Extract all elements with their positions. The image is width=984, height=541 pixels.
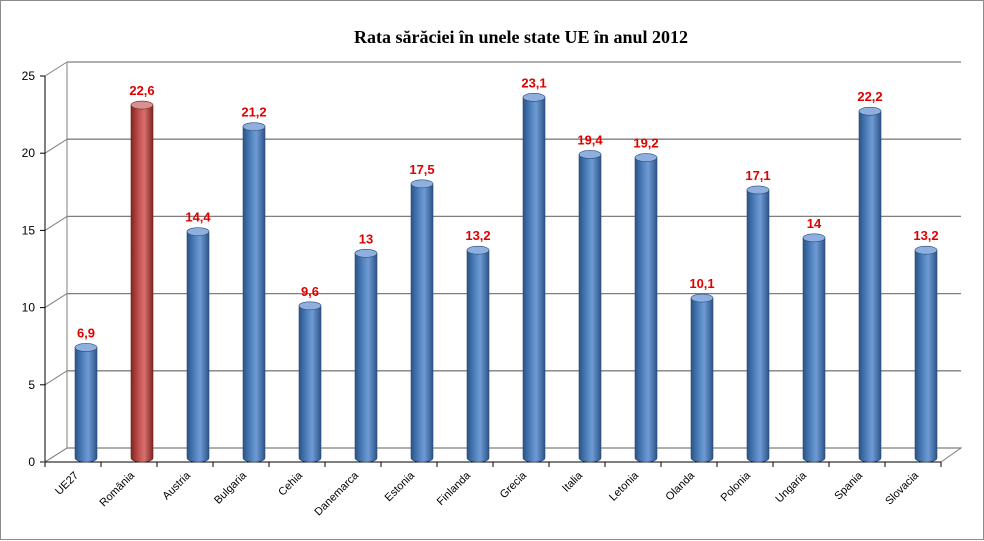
bar-body bbox=[914, 249, 938, 463]
bar-top bbox=[74, 343, 98, 352]
bar-body bbox=[242, 126, 266, 463]
bar-body bbox=[858, 110, 882, 463]
bar-top bbox=[690, 293, 714, 303]
gridline-side bbox=[44, 293, 68, 309]
data-label: 22,2 bbox=[857, 89, 882, 104]
bar bbox=[74, 343, 98, 463]
category-label: Bulgaria bbox=[212, 469, 250, 507]
category-label: Letonia bbox=[607, 469, 642, 504]
category-label: Austria bbox=[160, 469, 193, 502]
gridline-side bbox=[44, 138, 68, 154]
bar-body bbox=[130, 104, 154, 463]
category-label: România bbox=[98, 469, 138, 509]
bar-top bbox=[298, 301, 322, 311]
category-label: Olanda bbox=[664, 469, 698, 503]
gridline-side bbox=[44, 61, 68, 77]
y-tick-label: 10 bbox=[22, 301, 36, 315]
data-label: 13,2 bbox=[465, 228, 490, 243]
bar-body bbox=[466, 249, 490, 463]
bar-top bbox=[242, 122, 266, 131]
y-tick-label: 25 bbox=[22, 69, 36, 83]
data-label: 23,1 bbox=[521, 75, 546, 90]
bar-body bbox=[802, 237, 826, 463]
data-label: 10,1 bbox=[689, 276, 714, 291]
category-label: Grecia bbox=[498, 469, 530, 501]
data-label: 17,5 bbox=[409, 162, 434, 177]
data-label: 6,9 bbox=[77, 325, 95, 340]
bar bbox=[466, 245, 490, 463]
category-label: Cehia bbox=[276, 469, 305, 498]
bar-top bbox=[522, 93, 546, 102]
bar bbox=[298, 301, 322, 463]
bar bbox=[802, 233, 826, 463]
category-label: UE27 bbox=[53, 470, 81, 498]
bar-body bbox=[186, 231, 210, 463]
bar-top bbox=[410, 179, 434, 189]
bar-body bbox=[410, 183, 434, 463]
bar-body bbox=[298, 305, 322, 463]
category-label: Danemarca bbox=[312, 469, 361, 518]
category-label: Finlanda bbox=[435, 469, 474, 508]
bar bbox=[746, 185, 770, 463]
bar-top bbox=[466, 245, 490, 255]
bar-body bbox=[522, 97, 546, 463]
bar-body bbox=[578, 154, 602, 463]
bar bbox=[522, 93, 546, 463]
chart-title: Rata sărăciei în unele state UE în anul … bbox=[353, 27, 688, 47]
bar-top bbox=[186, 227, 210, 236]
y-tick-label: 20 bbox=[22, 146, 36, 160]
bar-top bbox=[858, 106, 882, 116]
gridline-side bbox=[44, 215, 68, 231]
bar-top bbox=[130, 100, 154, 110]
bar-top bbox=[746, 185, 770, 195]
category-label: Slovacia bbox=[883, 469, 922, 508]
bar bbox=[914, 245, 938, 463]
bar bbox=[410, 179, 434, 463]
category-label: Ungaria bbox=[773, 469, 809, 505]
bar-top bbox=[354, 248, 378, 258]
bar bbox=[242, 122, 266, 463]
bar-top bbox=[802, 233, 826, 243]
y-tick-label: 0 bbox=[28, 455, 35, 469]
data-label: 13,2 bbox=[913, 228, 938, 243]
bar-layer bbox=[74, 93, 938, 463]
bar bbox=[634, 153, 658, 463]
gridline-side bbox=[44, 370, 68, 386]
category-label: Polonia bbox=[719, 469, 754, 504]
bar-top bbox=[634, 153, 658, 162]
bar bbox=[186, 227, 210, 463]
data-label: 9,6 bbox=[301, 284, 319, 299]
bar-body bbox=[354, 252, 378, 463]
y-tick-label: 5 bbox=[28, 378, 35, 392]
data-label: 19,2 bbox=[633, 136, 658, 151]
bar-top bbox=[914, 245, 938, 255]
bar bbox=[354, 248, 378, 463]
bar-body bbox=[746, 189, 770, 463]
y-tick-label: 15 bbox=[22, 223, 36, 237]
bar-body bbox=[74, 347, 98, 463]
data-label: 14 bbox=[807, 216, 822, 231]
data-label: 17,1 bbox=[745, 168, 770, 183]
bar-top bbox=[578, 150, 602, 159]
bar bbox=[130, 100, 154, 463]
data-label: 21,2 bbox=[241, 105, 266, 120]
category-label: Estonia bbox=[383, 469, 418, 504]
data-label: 14,4 bbox=[185, 210, 211, 225]
bar bbox=[690, 293, 714, 463]
bar bbox=[578, 150, 602, 463]
category-label: Italia bbox=[560, 469, 586, 495]
category-label: Spania bbox=[832, 469, 865, 502]
label-layer: 6,9 22,6 14,4 21,2 9,6 13 17,5 13,2 23,1 19,4 19,2… bbox=[77, 75, 939, 340]
data-label: 22,6 bbox=[129, 83, 154, 98]
data-label: 19,4 bbox=[577, 132, 603, 147]
data-label: 13 bbox=[359, 231, 373, 246]
bar bbox=[858, 106, 882, 463]
bar-body bbox=[690, 297, 714, 463]
bar-body bbox=[634, 157, 658, 463]
